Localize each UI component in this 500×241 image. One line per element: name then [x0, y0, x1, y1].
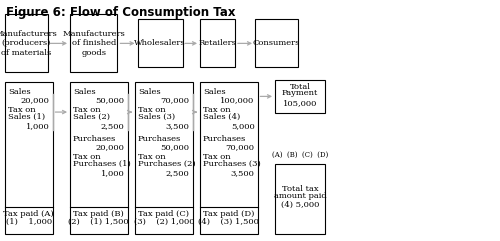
- Text: Tax on: Tax on: [8, 106, 36, 114]
- Text: 105,000: 105,000: [283, 99, 317, 107]
- Text: 100,000: 100,000: [220, 96, 254, 104]
- Text: Sales: Sales: [8, 88, 30, 96]
- Text: Tax on: Tax on: [203, 106, 230, 114]
- Text: 5,000: 5,000: [231, 122, 254, 130]
- Text: Purchases: Purchases: [203, 135, 246, 143]
- Text: Purchases (1): Purchases (1): [73, 160, 131, 168]
- Text: (4) 5,000: (4) 5,000: [281, 201, 319, 209]
- Text: Tax paid (C): Tax paid (C): [138, 210, 189, 218]
- Text: 50,000: 50,000: [96, 96, 124, 104]
- Bar: [200, 82, 258, 234]
- Text: Retailers: Retailers: [198, 39, 236, 47]
- Text: Sales (2): Sales (2): [73, 113, 110, 121]
- Text: Tax on: Tax on: [73, 153, 101, 161]
- Text: Total tax: Total tax: [282, 185, 319, 193]
- Text: Tax on: Tax on: [138, 106, 166, 114]
- Text: (3)    (2) 1,000: (3) (2) 1,000: [134, 218, 194, 226]
- Text: 3,500: 3,500: [166, 122, 190, 130]
- Bar: [255, 19, 298, 67]
- Text: Tax paid (A): Tax paid (A): [4, 210, 54, 218]
- Text: Tax on: Tax on: [138, 153, 166, 161]
- Bar: [200, 19, 235, 67]
- Text: Total: Total: [290, 83, 310, 91]
- Text: Sales: Sales: [138, 88, 160, 96]
- Text: Purchases: Purchases: [73, 135, 117, 143]
- Text: Payment: Payment: [282, 89, 318, 97]
- Text: (4)    (3) 1,500: (4) (3) 1,500: [198, 218, 259, 226]
- Text: Sales (1): Sales (1): [8, 113, 45, 121]
- Bar: [70, 14, 117, 72]
- Text: 1,000: 1,000: [101, 169, 124, 177]
- Text: 2,500: 2,500: [166, 169, 190, 177]
- Bar: [70, 82, 128, 234]
- Text: 1,000: 1,000: [26, 122, 50, 130]
- Text: 2,500: 2,500: [101, 122, 124, 130]
- Text: Tax paid (B): Tax paid (B): [74, 210, 124, 218]
- Text: Figure 6: Flow of Consumption Tax: Figure 6: Flow of Consumption Tax: [6, 6, 235, 19]
- Bar: [138, 19, 182, 67]
- Bar: [5, 14, 48, 72]
- Text: Manufacturers
(producers)
of materials: Manufacturers (producers) of materials: [0, 30, 58, 57]
- Text: (2)    (1) 1,500: (2) (1) 1,500: [68, 218, 129, 226]
- Bar: [5, 82, 52, 234]
- Text: 50,000: 50,000: [160, 143, 190, 151]
- Text: Tax paid (D): Tax paid (D): [203, 210, 254, 218]
- Text: Wholesalers: Wholesalers: [134, 39, 186, 47]
- Text: Manufacturers
of finished
goods: Manufacturers of finished goods: [62, 30, 125, 57]
- Text: 20,000: 20,000: [96, 143, 124, 151]
- Bar: [275, 164, 325, 234]
- Text: (1)    1,000: (1) 1,000: [6, 218, 52, 226]
- Bar: [275, 80, 325, 113]
- Text: 70,000: 70,000: [160, 96, 190, 104]
- Text: Sales (3): Sales (3): [138, 113, 175, 121]
- Text: Purchases (2): Purchases (2): [138, 160, 196, 168]
- Text: 70,000: 70,000: [226, 143, 254, 151]
- Text: 3,500: 3,500: [230, 169, 254, 177]
- Text: Sales (4): Sales (4): [203, 113, 240, 121]
- Text: Tax on: Tax on: [73, 106, 101, 114]
- Text: Sales: Sales: [203, 88, 226, 96]
- Text: Purchases: Purchases: [138, 135, 181, 143]
- Text: (A)  (B)  (C)  (D): (A) (B) (C) (D): [272, 151, 328, 159]
- Text: Consumers: Consumers: [252, 39, 300, 47]
- Text: Purchases (3): Purchases (3): [203, 160, 261, 168]
- Text: Tax on: Tax on: [203, 153, 230, 161]
- Text: Sales: Sales: [73, 88, 96, 96]
- Bar: [135, 82, 192, 234]
- Text: amount paid: amount paid: [274, 192, 326, 201]
- Text: 20,000: 20,000: [20, 96, 50, 104]
